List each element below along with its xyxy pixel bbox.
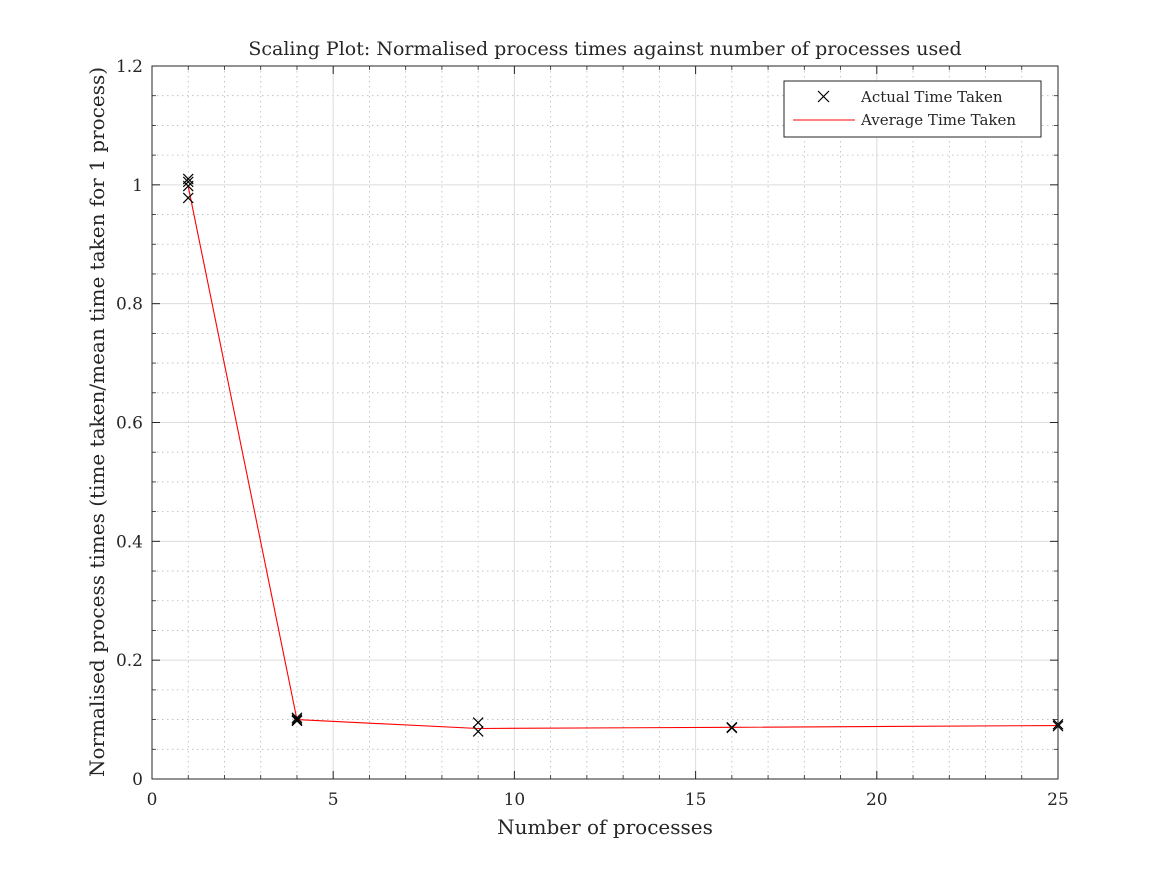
y-tick-label: 0.2 (116, 651, 143, 671)
y-axis-title: Normalised process times (time taken/mea… (85, 67, 109, 777)
legend-label-actual: Actual Time Taken (860, 88, 1003, 106)
legend: Actual Time Taken Average Time Taken (783, 80, 1042, 138)
legend-marker-x-icon (817, 90, 830, 103)
x-tick-label: 15 (685, 790, 707, 810)
y-tick-labels: 0 0.2 0.4 0.6 0.8 1 1.2 (116, 57, 143, 790)
actual-time-marker (291, 712, 303, 724)
x-tick-label: 25 (1047, 790, 1069, 810)
actual-time-marker (726, 722, 738, 734)
actual-time-marker (472, 717, 484, 728)
chart-title: Scaling Plot: Normalised process times a… (248, 38, 961, 60)
x-tick-labels: 0 5 10 15 20 25 (147, 790, 1069, 810)
y-tick-label: 0.4 (116, 532, 143, 552)
actual-time-marker (291, 715, 303, 727)
x-tick-label: 0 (147, 790, 158, 810)
actual-time-marker (182, 176, 194, 188)
x-axis-title: Number of processes (497, 815, 713, 839)
x-tick-label: 10 (504, 790, 526, 810)
actual-time-marker (291, 714, 303, 726)
y-tick-label: 0 (132, 770, 143, 790)
y-tick-label: 0.6 (116, 414, 143, 434)
y-tick-label: 1.2 (116, 57, 143, 77)
actual-time-marker (182, 180, 194, 192)
average-time-line (187, 186, 1059, 730)
y-tick-label: 1 (132, 176, 143, 196)
y-tick-label: 0.8 (116, 295, 143, 315)
x-tick-label: 20 (866, 790, 888, 810)
actual-time-marker (182, 192, 194, 204)
legend-label-average: Average Time Taken (860, 111, 1016, 129)
actual-time-marker (472, 726, 484, 737)
major-grid (152, 66, 1058, 779)
legend-box (783, 80, 1042, 138)
axis-ticks (151, 65, 1059, 780)
x-tick-label: 5 (328, 790, 339, 810)
